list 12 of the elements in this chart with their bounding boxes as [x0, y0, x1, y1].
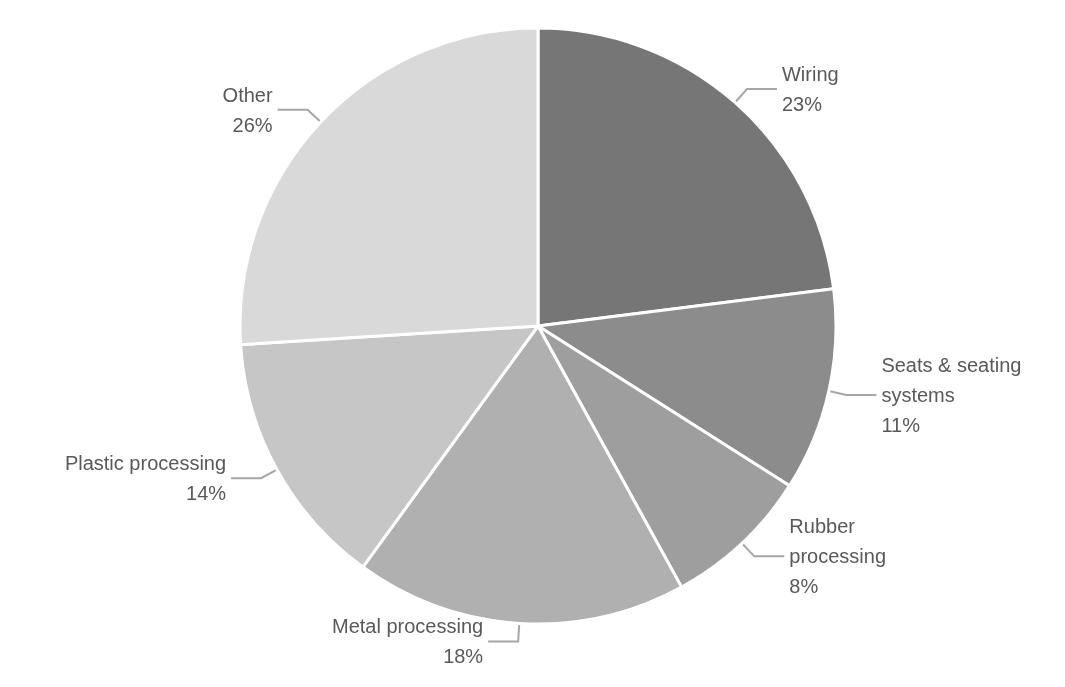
slice-label: Rubber processing: [789, 515, 887, 568]
data-label: 8%: [789, 575, 819, 598]
slice-label: Seats & seating systems: [881, 353, 1028, 406]
slice-label: Plastic processing: [64, 452, 227, 475]
slice-label: Other: [222, 83, 273, 106]
slice-label: Metal processing: [331, 615, 484, 638]
data-label: 14%: [186, 482, 227, 505]
data-label: 18%: [443, 645, 484, 668]
data-label: 11%: [881, 413, 921, 436]
data-label: 23%: [781, 92, 823, 115]
data-label: 26%: [232, 113, 273, 136]
slice-label: Wiring: [781, 62, 839, 85]
